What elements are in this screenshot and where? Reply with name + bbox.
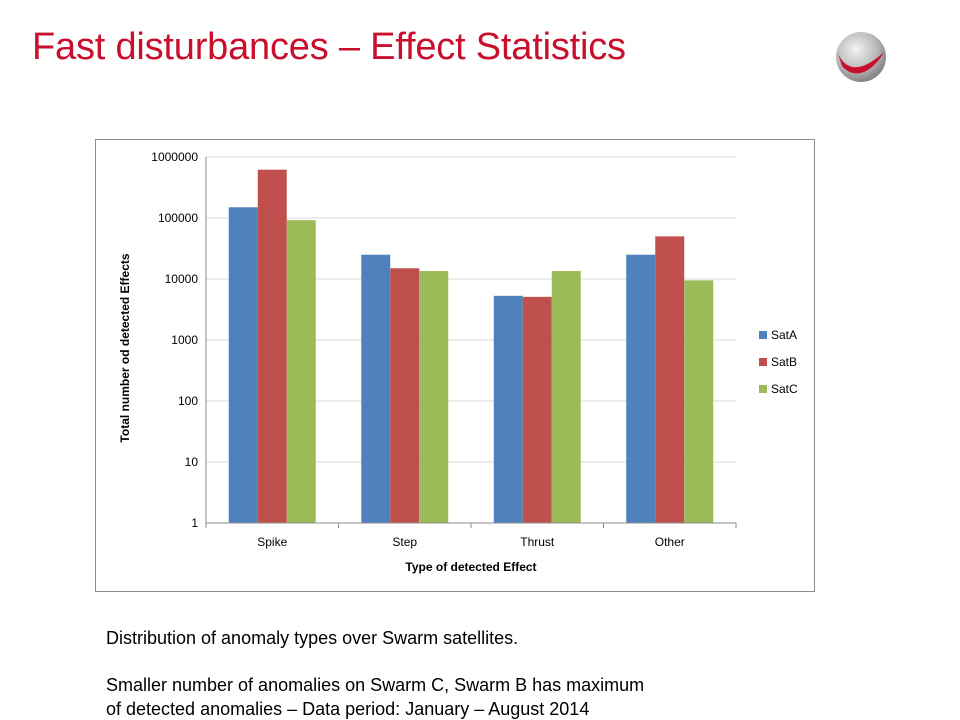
caption: Distribution of anomaly types over Swarm… bbox=[106, 626, 866, 720]
legend-swatch-satc bbox=[759, 385, 767, 393]
caption-line-2: Smaller number of anomalies on Swarm C, … bbox=[106, 675, 645, 695]
caption-line-3: of detected anomalies – Data period: Jan… bbox=[106, 699, 590, 719]
legend: SatA SatB SatC bbox=[759, 328, 798, 396]
caption-line-1: Distribution of anomaly types over Swarm… bbox=[106, 628, 519, 648]
chart-frame: 1 10 100 1000 10000 100000 1000000 Spike Step Thr… bbox=[95, 139, 815, 592]
bar-satc-step bbox=[419, 271, 449, 523]
bar-satc-thrust bbox=[551, 271, 581, 523]
bar-satb-step bbox=[390, 268, 420, 523]
x-tick-label: Step bbox=[392, 535, 417, 549]
x-tick-label: Spike bbox=[257, 535, 287, 549]
y-tick-label: 1000000 bbox=[151, 150, 198, 164]
swoosh-logo-icon bbox=[836, 32, 886, 82]
y-tick-label: 10 bbox=[185, 455, 199, 469]
bars bbox=[228, 169, 714, 524]
legend-swatch-satb bbox=[759, 358, 767, 366]
y-tick-label: 1000 bbox=[171, 333, 198, 347]
logo-swoosh bbox=[838, 52, 884, 74]
x-tick-label: Thrust bbox=[520, 535, 555, 549]
slide-title: Fast disturbances – Effect Statistics bbox=[32, 26, 626, 68]
bar-satc-spike bbox=[286, 220, 316, 523]
bar-satb-other bbox=[655, 236, 685, 523]
legend-label-sata: SatA bbox=[771, 328, 797, 342]
bar-sata-other bbox=[626, 254, 656, 524]
bar-chart: 1 10 100 1000 10000 100000 1000000 Spike Step Thr… bbox=[118, 150, 798, 574]
axes: 1 10 100 1000 10000 100000 1000000 Spike Step Thr… bbox=[151, 150, 737, 549]
legend-label-satc: SatC bbox=[771, 382, 798, 396]
legend-label-satb: SatB bbox=[771, 355, 797, 369]
bar-satb-spike bbox=[257, 169, 287, 523]
y-axis-title: Total number od detected Effects bbox=[118, 253, 132, 442]
y-tick-label: 100000 bbox=[158, 211, 198, 225]
bar-sata-thrust bbox=[493, 295, 523, 523]
y-tick-label: 10000 bbox=[165, 272, 199, 286]
y-tick-label: 100 bbox=[178, 394, 198, 408]
x-tick-label: Other bbox=[655, 535, 685, 549]
bar-sata-step bbox=[361, 254, 391, 524]
bar-satb-thrust bbox=[522, 296, 552, 523]
bar-sata-spike bbox=[228, 207, 258, 523]
bar-satc-other bbox=[684, 280, 714, 523]
y-tick-label: 1 bbox=[191, 516, 198, 530]
x-axis-title: Type of detected Effect bbox=[405, 560, 536, 574]
legend-swatch-sata bbox=[759, 331, 767, 339]
